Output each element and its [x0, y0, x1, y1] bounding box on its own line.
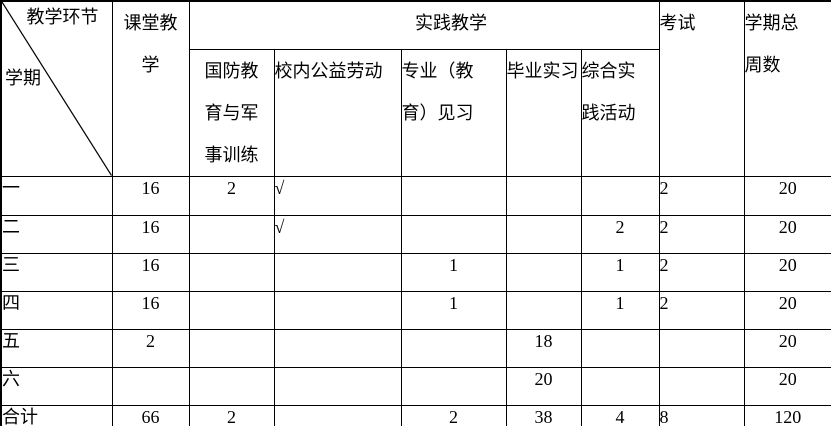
table-cell: 2: [111, 328, 190, 368]
table-cell: 20: [743, 366, 831, 406]
table-cell: [273, 366, 402, 406]
table-cell: √: [273, 175, 402, 216]
table-cell: [273, 252, 402, 292]
row-label: 四: [0, 290, 113, 330]
table-row-total: 合计 66 2 2 38 4 8 120: [0, 404, 831, 426]
table-cell: 16: [111, 252, 190, 292]
table-cell: 2: [658, 290, 745, 330]
table-cell: 20: [743, 175, 831, 216]
header-professional-probation: 专业（教 育）见习: [400, 48, 507, 177]
table-cell: [188, 252, 275, 292]
table-cell: [580, 175, 660, 216]
table-cell: 2: [658, 214, 745, 254]
table-cell: 38: [505, 404, 582, 426]
table-cell: 120: [743, 404, 831, 426]
header-graduation-internship: 毕业实习: [505, 48, 582, 177]
row-label: 五: [0, 328, 113, 368]
header-practice-teaching: 实践教学: [188, 0, 660, 50]
corner-top-label: 教学环节: [26, 7, 99, 27]
table-cell: 66: [111, 404, 190, 426]
table-cell: [400, 175, 507, 216]
row-label: 合计: [0, 404, 113, 426]
table-cell: 16: [111, 290, 190, 330]
table-row: 一 16 2 √ 2 20: [0, 175, 831, 216]
table-row: 二 16 √ 2 2 20: [0, 214, 831, 254]
table-cell: 2: [188, 175, 275, 216]
table-cell: 16: [111, 175, 190, 216]
corner-header-cell: 教学环节 学期: [0, 0, 113, 177]
table-cell: [505, 290, 582, 330]
table-cell: 2: [658, 175, 745, 216]
header-row-2: 国防教 育与军 事训练 校内公益劳动 专业（教 育）见习 毕业实习 综合实 践活…: [1, 48, 831, 177]
table-cell: [580, 366, 660, 406]
header-exam: 考试: [658, 0, 745, 177]
header-row-1: 教学环节 学期 课堂教 学 实践教学 考试 学期总 周数: [0, 0, 831, 177]
table-row: 三 16 1 1 2 20: [0, 252, 831, 292]
header-defense-military-training: 国防教 育与军 事训练: [188, 48, 275, 177]
table-cell: [658, 366, 745, 406]
header-comprehensive-practice: 综合实 践活动: [580, 48, 660, 177]
table-cell: [188, 366, 275, 406]
table-cell: 1: [400, 252, 507, 292]
table-cell: [188, 214, 275, 254]
table-cell: [505, 175, 582, 216]
table-cell: [400, 328, 507, 368]
table-cell: 2: [580, 214, 660, 254]
table-cell: [273, 404, 402, 426]
diagonal-line: [2, 2, 111, 175]
table-cell: 2: [188, 404, 275, 426]
table-cell: 20: [743, 252, 831, 292]
table-cell: 1: [580, 252, 660, 292]
table-row: 五 2 18 20: [0, 328, 831, 368]
table-cell: √: [273, 214, 402, 254]
table-cell: [505, 252, 582, 292]
header-campus-public-labor: 校内公益劳动: [273, 48, 402, 177]
table-cell: 2: [658, 252, 745, 292]
table-cell: 20: [743, 290, 831, 330]
table-cell: [658, 328, 745, 368]
row-label: 六: [0, 366, 113, 406]
table-cell: 20: [743, 328, 831, 368]
table-cell: 2: [400, 404, 507, 426]
table-cell: 18: [505, 328, 582, 368]
header-semester-total-weeks: 学期总 周数: [743, 0, 831, 177]
table-row: 四 16 1 1 2 20: [0, 290, 831, 330]
table-cell: [273, 328, 402, 368]
table-cell: 1: [580, 290, 660, 330]
row-label: 三: [0, 252, 113, 292]
table-cell: [188, 328, 275, 368]
row-label: 二: [0, 214, 113, 254]
table-cell: [273, 290, 402, 330]
table-cell: 20: [743, 214, 831, 254]
table-cell: 16: [111, 214, 190, 254]
table-cell: 1: [400, 290, 507, 330]
table-cell: [111, 366, 190, 406]
table-cell: 4: [580, 404, 660, 426]
table-cell: [188, 290, 275, 330]
table-cell: [400, 366, 507, 406]
row-label: 一: [0, 175, 113, 216]
table-row: 六 20 20: [0, 366, 831, 406]
corner-bottom-label: 学期: [5, 68, 41, 88]
table-cell: [505, 214, 582, 254]
table-cell: [400, 214, 507, 254]
table-cell: [580, 328, 660, 368]
table-cell: 20: [505, 366, 582, 406]
table-cell: 8: [658, 404, 745, 426]
header-classroom-teaching: 课堂教 学: [111, 0, 190, 177]
